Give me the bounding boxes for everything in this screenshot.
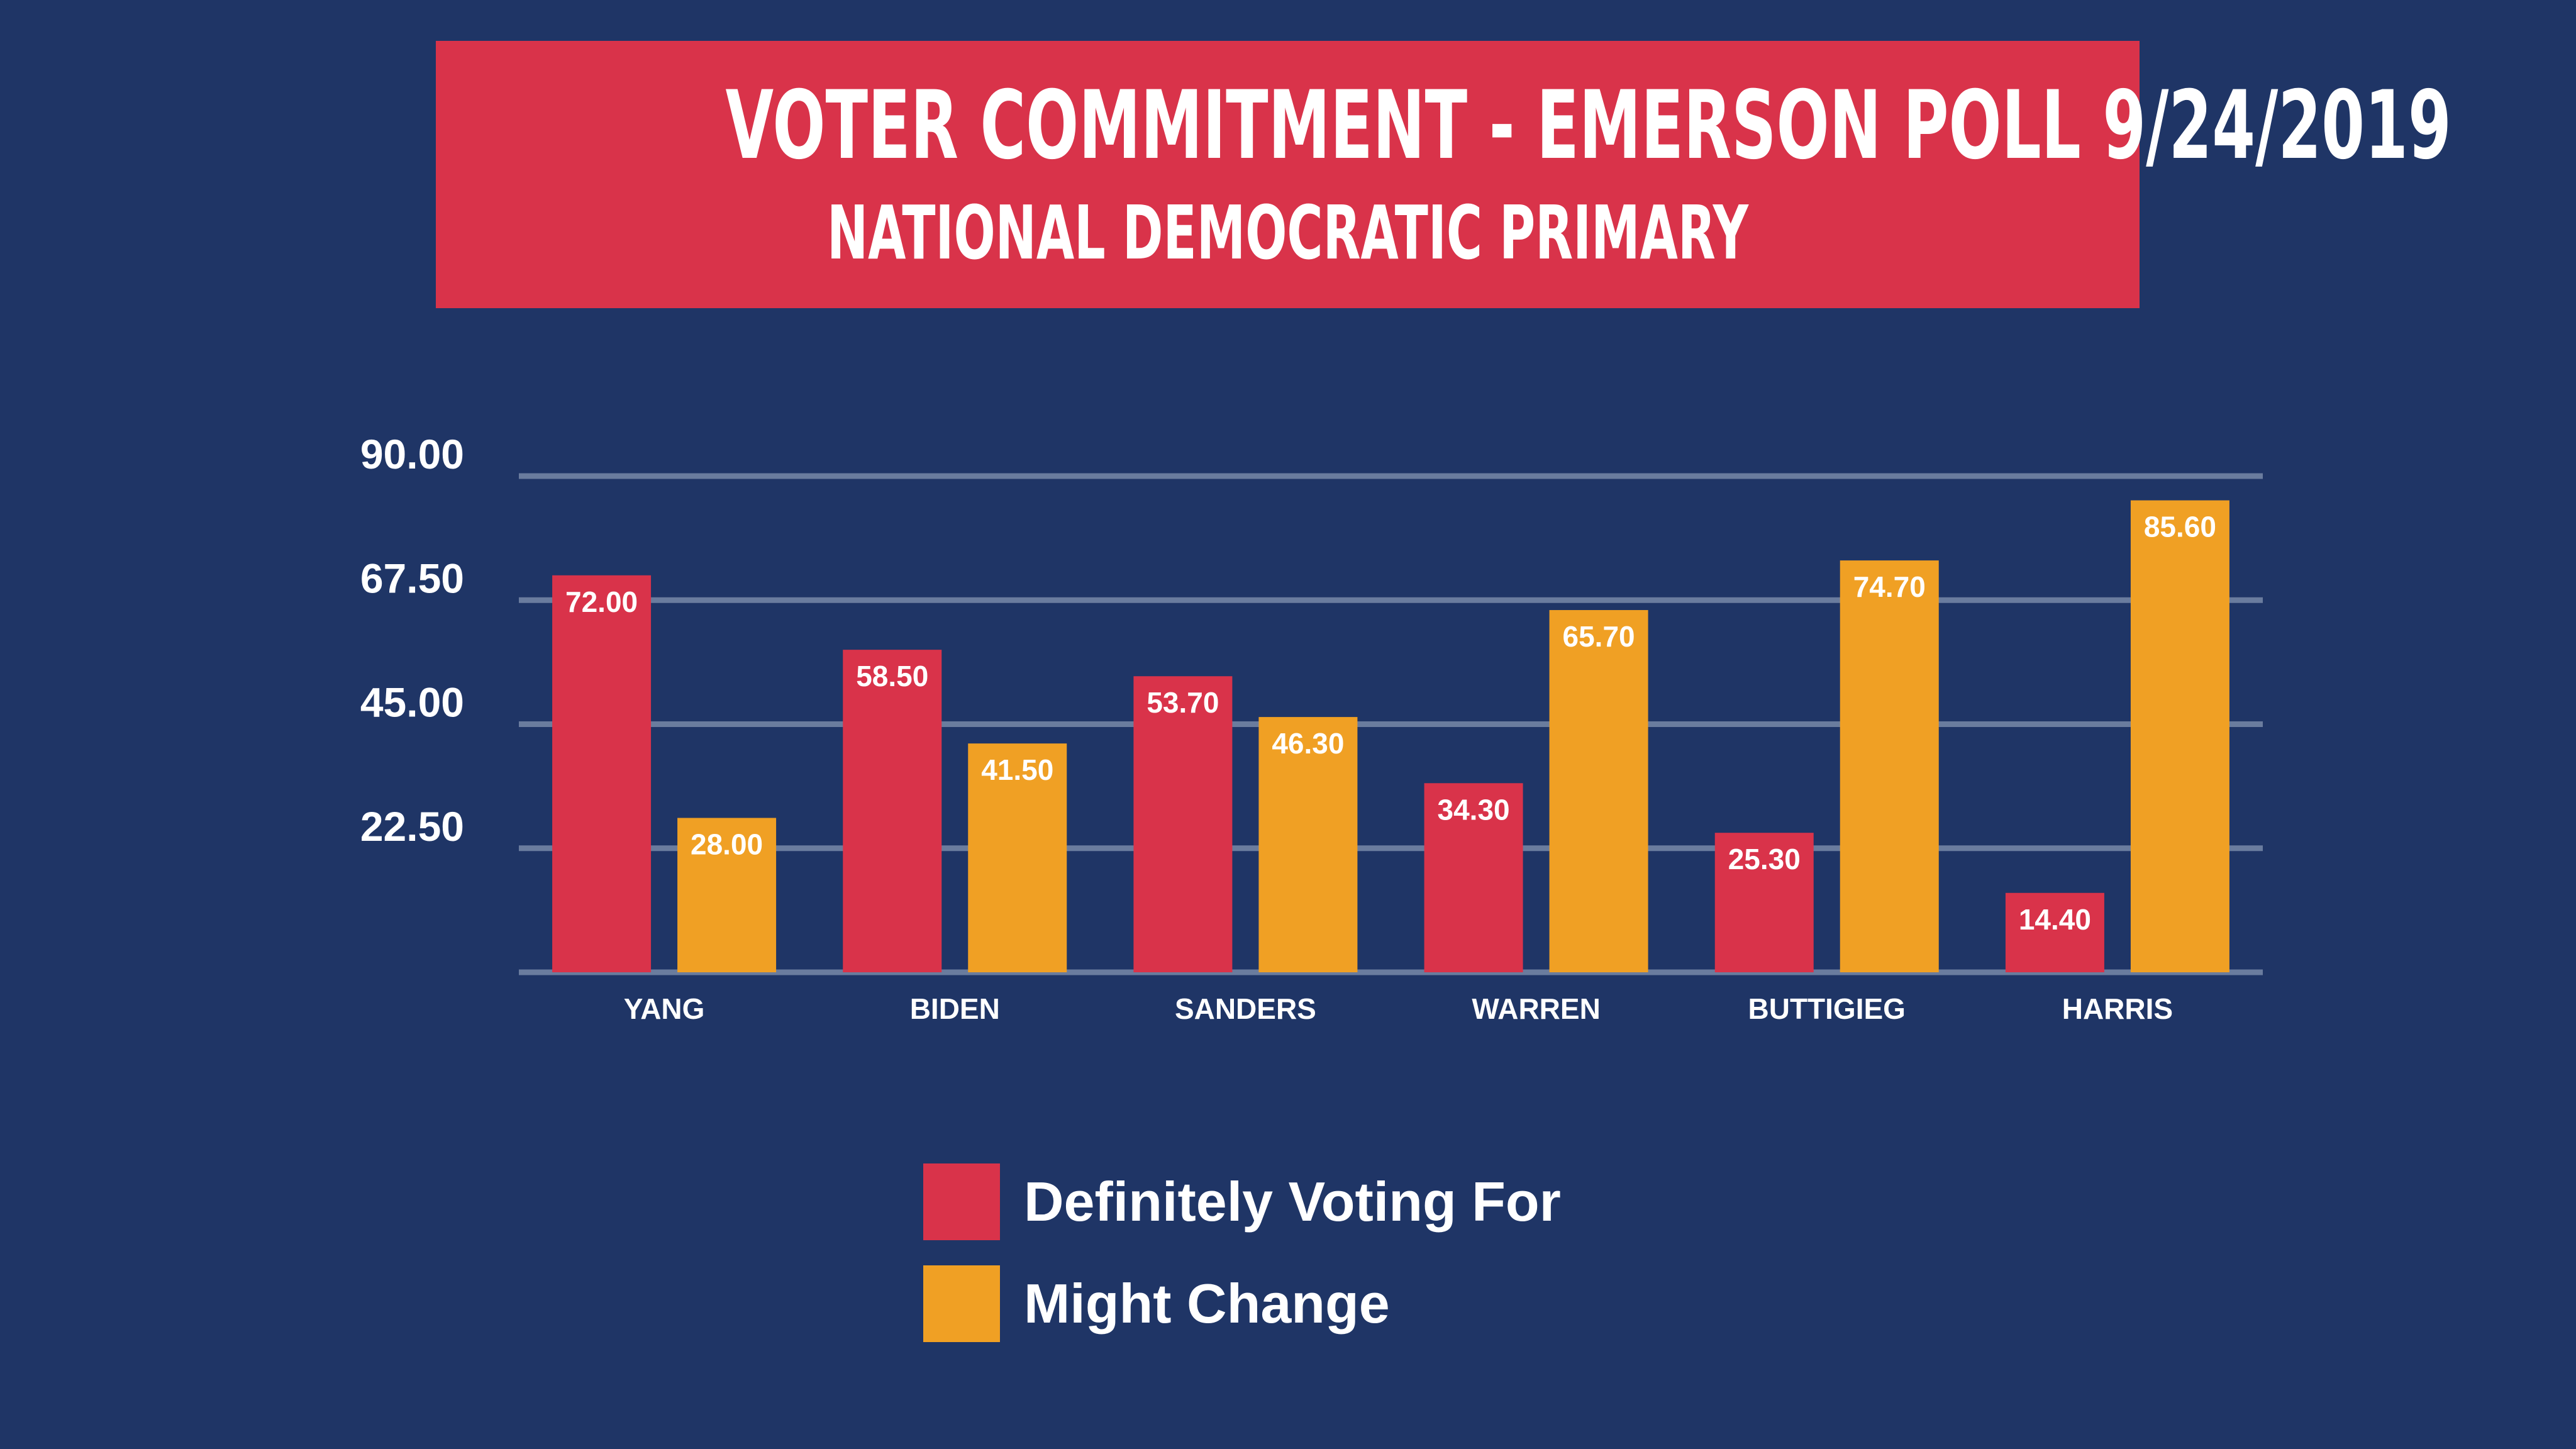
data-label: 85.60 [2144,511,2216,543]
data-label: 34.30 [1438,793,1510,826]
y-tick-label: 45.00 [360,679,464,726]
data-label: 65.70 [1563,620,1635,653]
legend-swatch-might-change [923,1265,1000,1342]
bar-might-change [1840,560,1939,972]
x-tick-label: SANDERS [1175,992,1316,1025]
x-tick-label: WARREN [1472,992,1600,1025]
x-tick-label: YANG [624,992,705,1025]
x-tick-label: BIDEN [910,992,1000,1025]
data-label: 74.70 [1853,570,1926,603]
data-label: 41.50 [981,753,1053,786]
bar-might-change [1258,717,1358,972]
data-label: 25.30 [1728,843,1801,875]
data-label: 14.40 [2019,903,2091,936]
bar-might-change [1549,610,1648,972]
bar-definitely [552,575,652,972]
bar-might-change [968,743,1067,972]
chart-subtitle: NATIONAL DEMOCRATIC PRIMARY [826,189,1749,276]
bar-definitely [1424,783,1523,972]
data-label: 28.00 [691,828,763,861]
y-tick-label: 22.50 [360,803,464,850]
bar-definitely [843,650,942,972]
bar-definitely [2005,892,2104,972]
legend-swatch-definitely [923,1163,1000,1240]
legend-item-might-change: Might Change [923,1265,1804,1342]
x-tick-label: BUTTIGIEG [1748,992,1906,1025]
data-label: 58.50 [856,660,928,692]
x-tick-label: HARRIS [2062,992,2173,1025]
bar-definitely [1714,833,1814,972]
legend-label-might-change: Might Change [1024,1272,1390,1335]
y-tick-label: 67.50 [360,555,464,601]
legend-label-definitely: Definitely Voting For [1024,1170,1561,1233]
data-label: 72.00 [565,586,638,618]
bar-might-change [677,818,777,972]
data-label: 46.30 [1272,727,1344,760]
data-label: 53.70 [1146,686,1219,719]
bar-might-change [2130,500,2229,972]
y-tick-label: 90.00 [360,431,464,477]
bar-definitely [1133,676,1233,972]
legend-item-definitely: Definitely Voting For [923,1163,1804,1240]
